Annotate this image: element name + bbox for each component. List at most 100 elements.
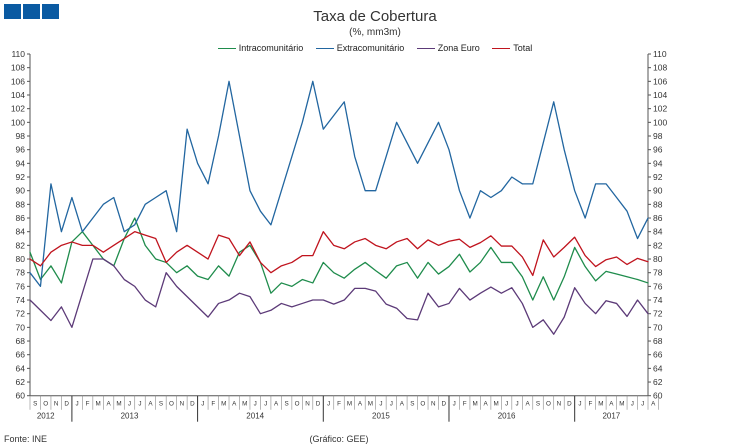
svg-text:80: 80 <box>16 254 26 264</box>
svg-text:M: M <box>598 401 603 408</box>
svg-text:100: 100 <box>653 117 667 127</box>
svg-text:J: J <box>453 401 456 408</box>
svg-text:84: 84 <box>653 227 663 237</box>
svg-text:J: J <box>641 401 644 408</box>
svg-text:2013: 2013 <box>121 412 139 421</box>
svg-text:S: S <box>159 401 163 408</box>
svg-text:N: N <box>54 401 59 408</box>
svg-text:J: J <box>138 401 141 408</box>
svg-text:90: 90 <box>16 186 26 196</box>
svg-text:72: 72 <box>653 309 663 319</box>
svg-text:106: 106 <box>11 76 25 86</box>
svg-text:2012: 2012 <box>37 412 55 421</box>
svg-text:76: 76 <box>653 281 663 291</box>
svg-text:A: A <box>484 401 489 408</box>
svg-text:A: A <box>651 401 656 408</box>
svg-text:M: M <box>619 401 624 408</box>
svg-text:2017: 2017 <box>602 412 620 421</box>
svg-text:S: S <box>33 401 37 408</box>
svg-text:98: 98 <box>16 131 26 141</box>
svg-text:F: F <box>588 401 592 408</box>
svg-text:A: A <box>525 401 530 408</box>
svg-text:96: 96 <box>16 145 26 155</box>
svg-text:O: O <box>169 401 174 408</box>
svg-text:102: 102 <box>11 104 25 114</box>
svg-text:J: J <box>128 401 131 408</box>
svg-text:78: 78 <box>16 268 26 278</box>
svg-text:76: 76 <box>16 281 26 291</box>
svg-text:2014: 2014 <box>246 412 264 421</box>
svg-text:86: 86 <box>653 213 663 223</box>
svg-text:F: F <box>86 401 90 408</box>
svg-text:O: O <box>420 401 425 408</box>
svg-text:M: M <box>368 401 373 408</box>
svg-text:J: J <box>515 401 518 408</box>
svg-text:64: 64 <box>16 363 26 373</box>
svg-text:74: 74 <box>653 295 663 305</box>
svg-text:M: M <box>347 401 352 408</box>
svg-text:68: 68 <box>16 336 26 346</box>
svg-text:104: 104 <box>11 90 25 100</box>
svg-text:D: D <box>64 401 69 408</box>
svg-text:92: 92 <box>653 172 663 182</box>
svg-text:D: D <box>441 401 446 408</box>
svg-text:108: 108 <box>653 63 667 73</box>
svg-text:100: 100 <box>11 117 25 127</box>
svg-text:66: 66 <box>16 350 26 360</box>
svg-text:62: 62 <box>653 377 663 387</box>
svg-text:110: 110 <box>11 49 25 59</box>
svg-text:N: N <box>431 401 436 408</box>
svg-text:O: O <box>295 401 300 408</box>
svg-text:82: 82 <box>653 240 663 250</box>
svg-text:A: A <box>274 401 279 408</box>
svg-text:J: J <box>264 401 267 408</box>
svg-text:F: F <box>337 401 341 408</box>
svg-text:O: O <box>43 401 48 408</box>
svg-text:60: 60 <box>16 391 26 401</box>
svg-text:70: 70 <box>16 322 26 332</box>
svg-text:110: 110 <box>653 49 667 59</box>
svg-text:98: 98 <box>653 131 663 141</box>
svg-text:78: 78 <box>653 268 663 278</box>
svg-text:J: J <box>76 401 79 408</box>
svg-text:80: 80 <box>653 254 663 264</box>
svg-text:F: F <box>211 401 215 408</box>
svg-text:94: 94 <box>653 158 663 168</box>
svg-text:88: 88 <box>16 199 26 209</box>
svg-text:J: J <box>201 401 204 408</box>
svg-text:70: 70 <box>653 322 663 332</box>
svg-text:M: M <box>221 401 226 408</box>
svg-text:74: 74 <box>16 295 26 305</box>
svg-text:D: D <box>316 401 321 408</box>
svg-text:A: A <box>358 401 363 408</box>
svg-text:82: 82 <box>16 240 26 250</box>
svg-text:J: J <box>390 401 393 408</box>
svg-text:A: A <box>609 401 614 408</box>
svg-text:N: N <box>305 401 310 408</box>
svg-text:J: J <box>379 401 382 408</box>
svg-text:M: M <box>95 401 100 408</box>
svg-text:86: 86 <box>16 213 26 223</box>
svg-text:M: M <box>473 401 478 408</box>
svg-text:J: J <box>254 401 257 408</box>
svg-text:F: F <box>463 401 467 408</box>
svg-text:M: M <box>242 401 247 408</box>
svg-text:84: 84 <box>16 227 26 237</box>
svg-text:104: 104 <box>653 90 667 100</box>
svg-text:88: 88 <box>653 199 663 209</box>
svg-text:J: J <box>505 401 508 408</box>
svg-text:N: N <box>557 401 562 408</box>
svg-text:108: 108 <box>11 63 25 73</box>
svg-text:M: M <box>493 401 498 408</box>
svg-text:66: 66 <box>653 350 663 360</box>
svg-text:68: 68 <box>653 336 663 346</box>
svg-text:90: 90 <box>653 186 663 196</box>
svg-text:A: A <box>400 401 405 408</box>
svg-text:S: S <box>536 401 540 408</box>
svg-text:102: 102 <box>653 104 667 114</box>
svg-text:106: 106 <box>653 76 667 86</box>
svg-text:J: J <box>578 401 581 408</box>
svg-text:J: J <box>327 401 330 408</box>
svg-text:D: D <box>567 401 572 408</box>
svg-text:2015: 2015 <box>372 412 390 421</box>
